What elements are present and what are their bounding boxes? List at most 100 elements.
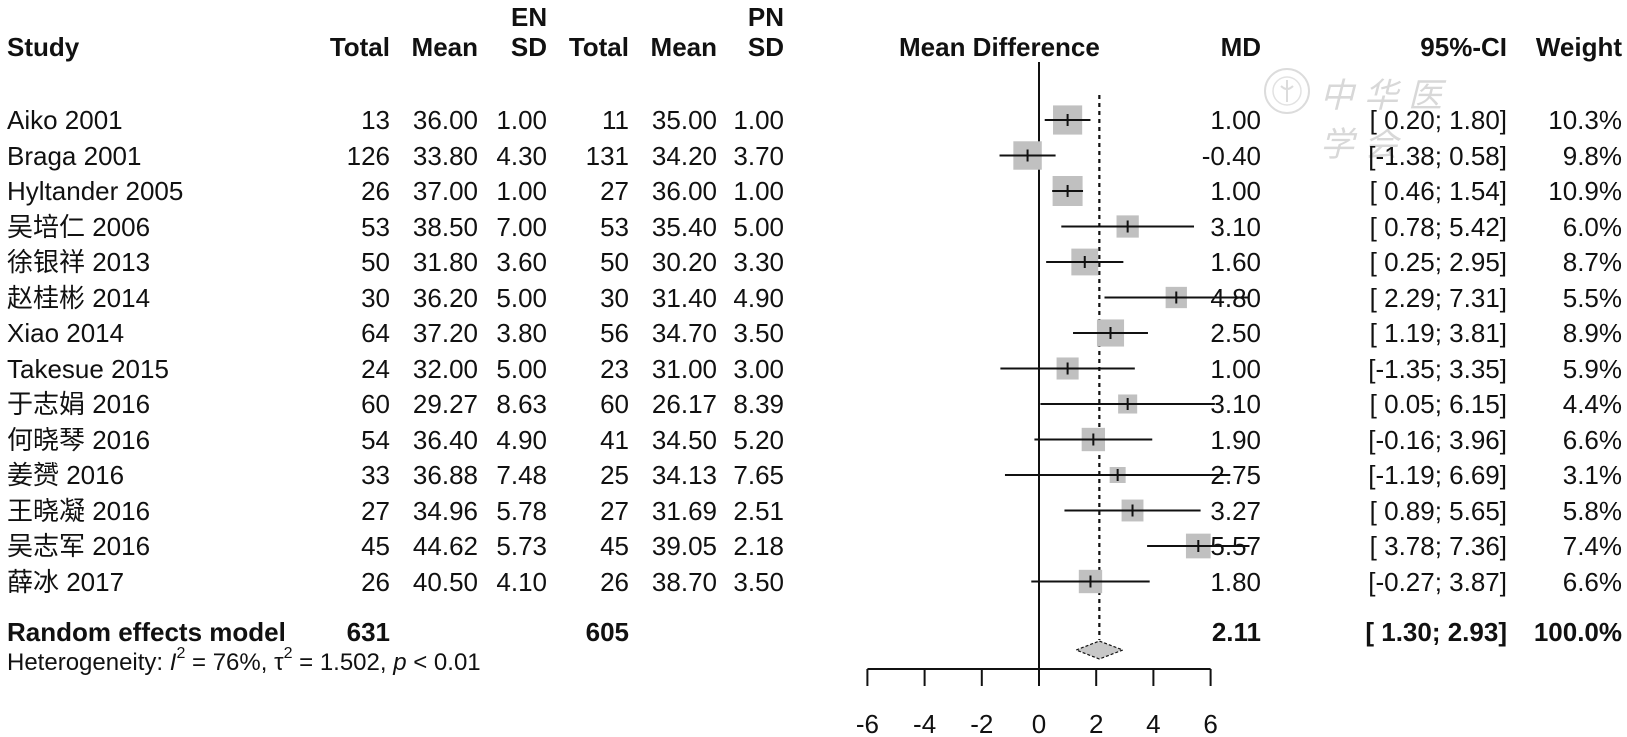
exp-sd: 5.78: [496, 495, 547, 526]
exp-mean: 34.96: [412, 495, 478, 526]
x-axis: -6 -4 -2 0 2 4 6: [856, 668, 1218, 737]
ci-value: [-1.19; 6.69]: [1368, 460, 1507, 490]
header-ctl-sd: SD: [747, 32, 784, 62]
ctl-sd: 7.65: [733, 460, 784, 490]
tau2-superscript: 2: [283, 645, 293, 662]
weight-value: 5.5%: [1562, 282, 1622, 313]
study-mark: [1034, 427, 1153, 452]
ctl-total: 11: [602, 105, 629, 135]
ctl-mean: 35.00: [651, 105, 717, 135]
ctl-sd: 2.18: [733, 531, 784, 561]
x-tick-label: 2: [1089, 709, 1103, 737]
header-ctl-total: Total: [568, 32, 629, 62]
ctl-mean: 38.70: [651, 566, 717, 597]
ctl-mean: 31.00: [651, 353, 717, 384]
exp-total: 64: [361, 318, 390, 348]
exp-total: 126: [346, 140, 390, 171]
study-mark: [1104, 286, 1249, 309]
exp-total: 26: [361, 176, 390, 206]
study-name: 姜赟 2016: [7, 460, 125, 490]
md-value: 1.60: [1210, 247, 1261, 277]
study-name: 吴志军 2016: [7, 531, 151, 561]
ctl-total: 60: [600, 389, 629, 419]
weight-value: 8.9%: [1562, 318, 1622, 348]
ctl-sd: 5.00: [733, 211, 784, 242]
pooled-label: Random effects model: [7, 617, 286, 647]
md-value: 2.75: [1210, 460, 1261, 490]
md-value: 3.27: [1210, 495, 1261, 526]
ctl-sd: 2.51: [733, 495, 784, 526]
ci-value: [ 2.29; 7.31]: [1369, 282, 1507, 313]
exp-total: 53: [361, 211, 390, 242]
ctl-total: 131: [585, 140, 629, 171]
exp-mean: 36.20: [412, 282, 478, 313]
ctl-total: 56: [600, 318, 629, 348]
study-mark: [1064, 499, 1201, 522]
study-name: 徐银祥 2013: [7, 247, 151, 277]
ci-value: [ 0.78; 5.42]: [1369, 211, 1507, 242]
p-symbol: p: [393, 649, 407, 676]
exp-sd: 5.00: [496, 353, 547, 384]
ctl-total: 27: [600, 495, 629, 526]
heterogeneity-prefix: Heterogeneity:: [7, 649, 170, 676]
weight-value: 3.1%: [1562, 460, 1622, 490]
exp-mean: 37.20: [412, 318, 478, 348]
group-label-pn: PN: [747, 2, 784, 32]
group-label-en: EN: [511, 2, 548, 32]
exp-sd: 8.63: [496, 389, 547, 419]
watermark-text: 中华医学会: [1320, 76, 1452, 165]
exp-total: 60: [361, 389, 390, 419]
header-weight: Weight: [1535, 32, 1622, 62]
study-name: Braga 2001: [7, 140, 142, 171]
ctl-total: 23: [600, 353, 629, 384]
ctl-sd: 5.20: [733, 424, 784, 455]
header-study: Study: [7, 32, 80, 62]
md-value: 1.00: [1210, 176, 1261, 206]
ctl-mean: 34.20: [651, 140, 717, 171]
i2-value: = 76%,: [185, 649, 275, 676]
exp-sd: 4.10: [496, 566, 547, 597]
exp-total: 54: [361, 424, 390, 455]
weight-value: 5.9%: [1562, 353, 1622, 384]
seal-logo-icon: [1264, 68, 1310, 114]
ctl-mean: 31.40: [651, 282, 717, 313]
study-name: Aiko 2001: [7, 105, 123, 135]
md-value: 2.50: [1210, 318, 1261, 348]
exp-total: 26: [361, 566, 390, 597]
ctl-sd: 1.00: [733, 176, 784, 206]
exp-mean: 37.00: [412, 176, 478, 206]
md-value: 5.57: [1210, 531, 1261, 561]
ctl-total: 26: [600, 566, 629, 597]
ctl-total: 53: [600, 211, 629, 242]
header-ctl-mean: Mean: [650, 32, 717, 62]
study-name: 于志娟 2016: [7, 389, 151, 419]
x-tick-label: 4: [1146, 709, 1160, 737]
study-name: 吴培仁 2006: [7, 211, 151, 242]
exp-mean: 31.80: [412, 247, 478, 277]
exp-mean: 32.00: [412, 353, 478, 384]
tau2-symbol: τ: [274, 649, 284, 676]
exp-mean: 40.50: [412, 566, 478, 597]
ctl-mean: 39.05: [651, 531, 717, 561]
ctl-total: 30: [600, 282, 629, 313]
study-marks: [999, 105, 1250, 660]
study-name: 赵桂彬 2014: [7, 282, 151, 313]
watermark: 中华医学会: [1262, 66, 1482, 165]
ctl-mean: 31.69: [651, 495, 717, 526]
ci-value: [ 0.20; 1.80]: [1369, 105, 1507, 135]
pooled-ctl-total: 605: [585, 617, 629, 647]
exp-mean: 33.80: [412, 140, 478, 171]
x-tick-label: -2: [970, 709, 993, 737]
weight-value: 6.6%: [1562, 566, 1622, 597]
ctl-mean: 30.20: [651, 247, 717, 277]
ctl-mean: 36.00: [651, 176, 717, 206]
ctl-sd: 3.50: [733, 566, 784, 597]
study-mark: [1044, 105, 1091, 135]
ci-value: [ 0.05; 6.15]: [1369, 389, 1507, 419]
header-exp-total: Total: [329, 32, 390, 62]
exp-sd: 4.30: [496, 140, 547, 171]
exp-sd: 5.00: [496, 282, 547, 313]
exp-sd: 3.80: [496, 318, 547, 348]
pooled-ci: [ 1.30; 2.93]: [1365, 617, 1507, 647]
ci-value: [ 1.19; 3.81]: [1369, 318, 1507, 348]
